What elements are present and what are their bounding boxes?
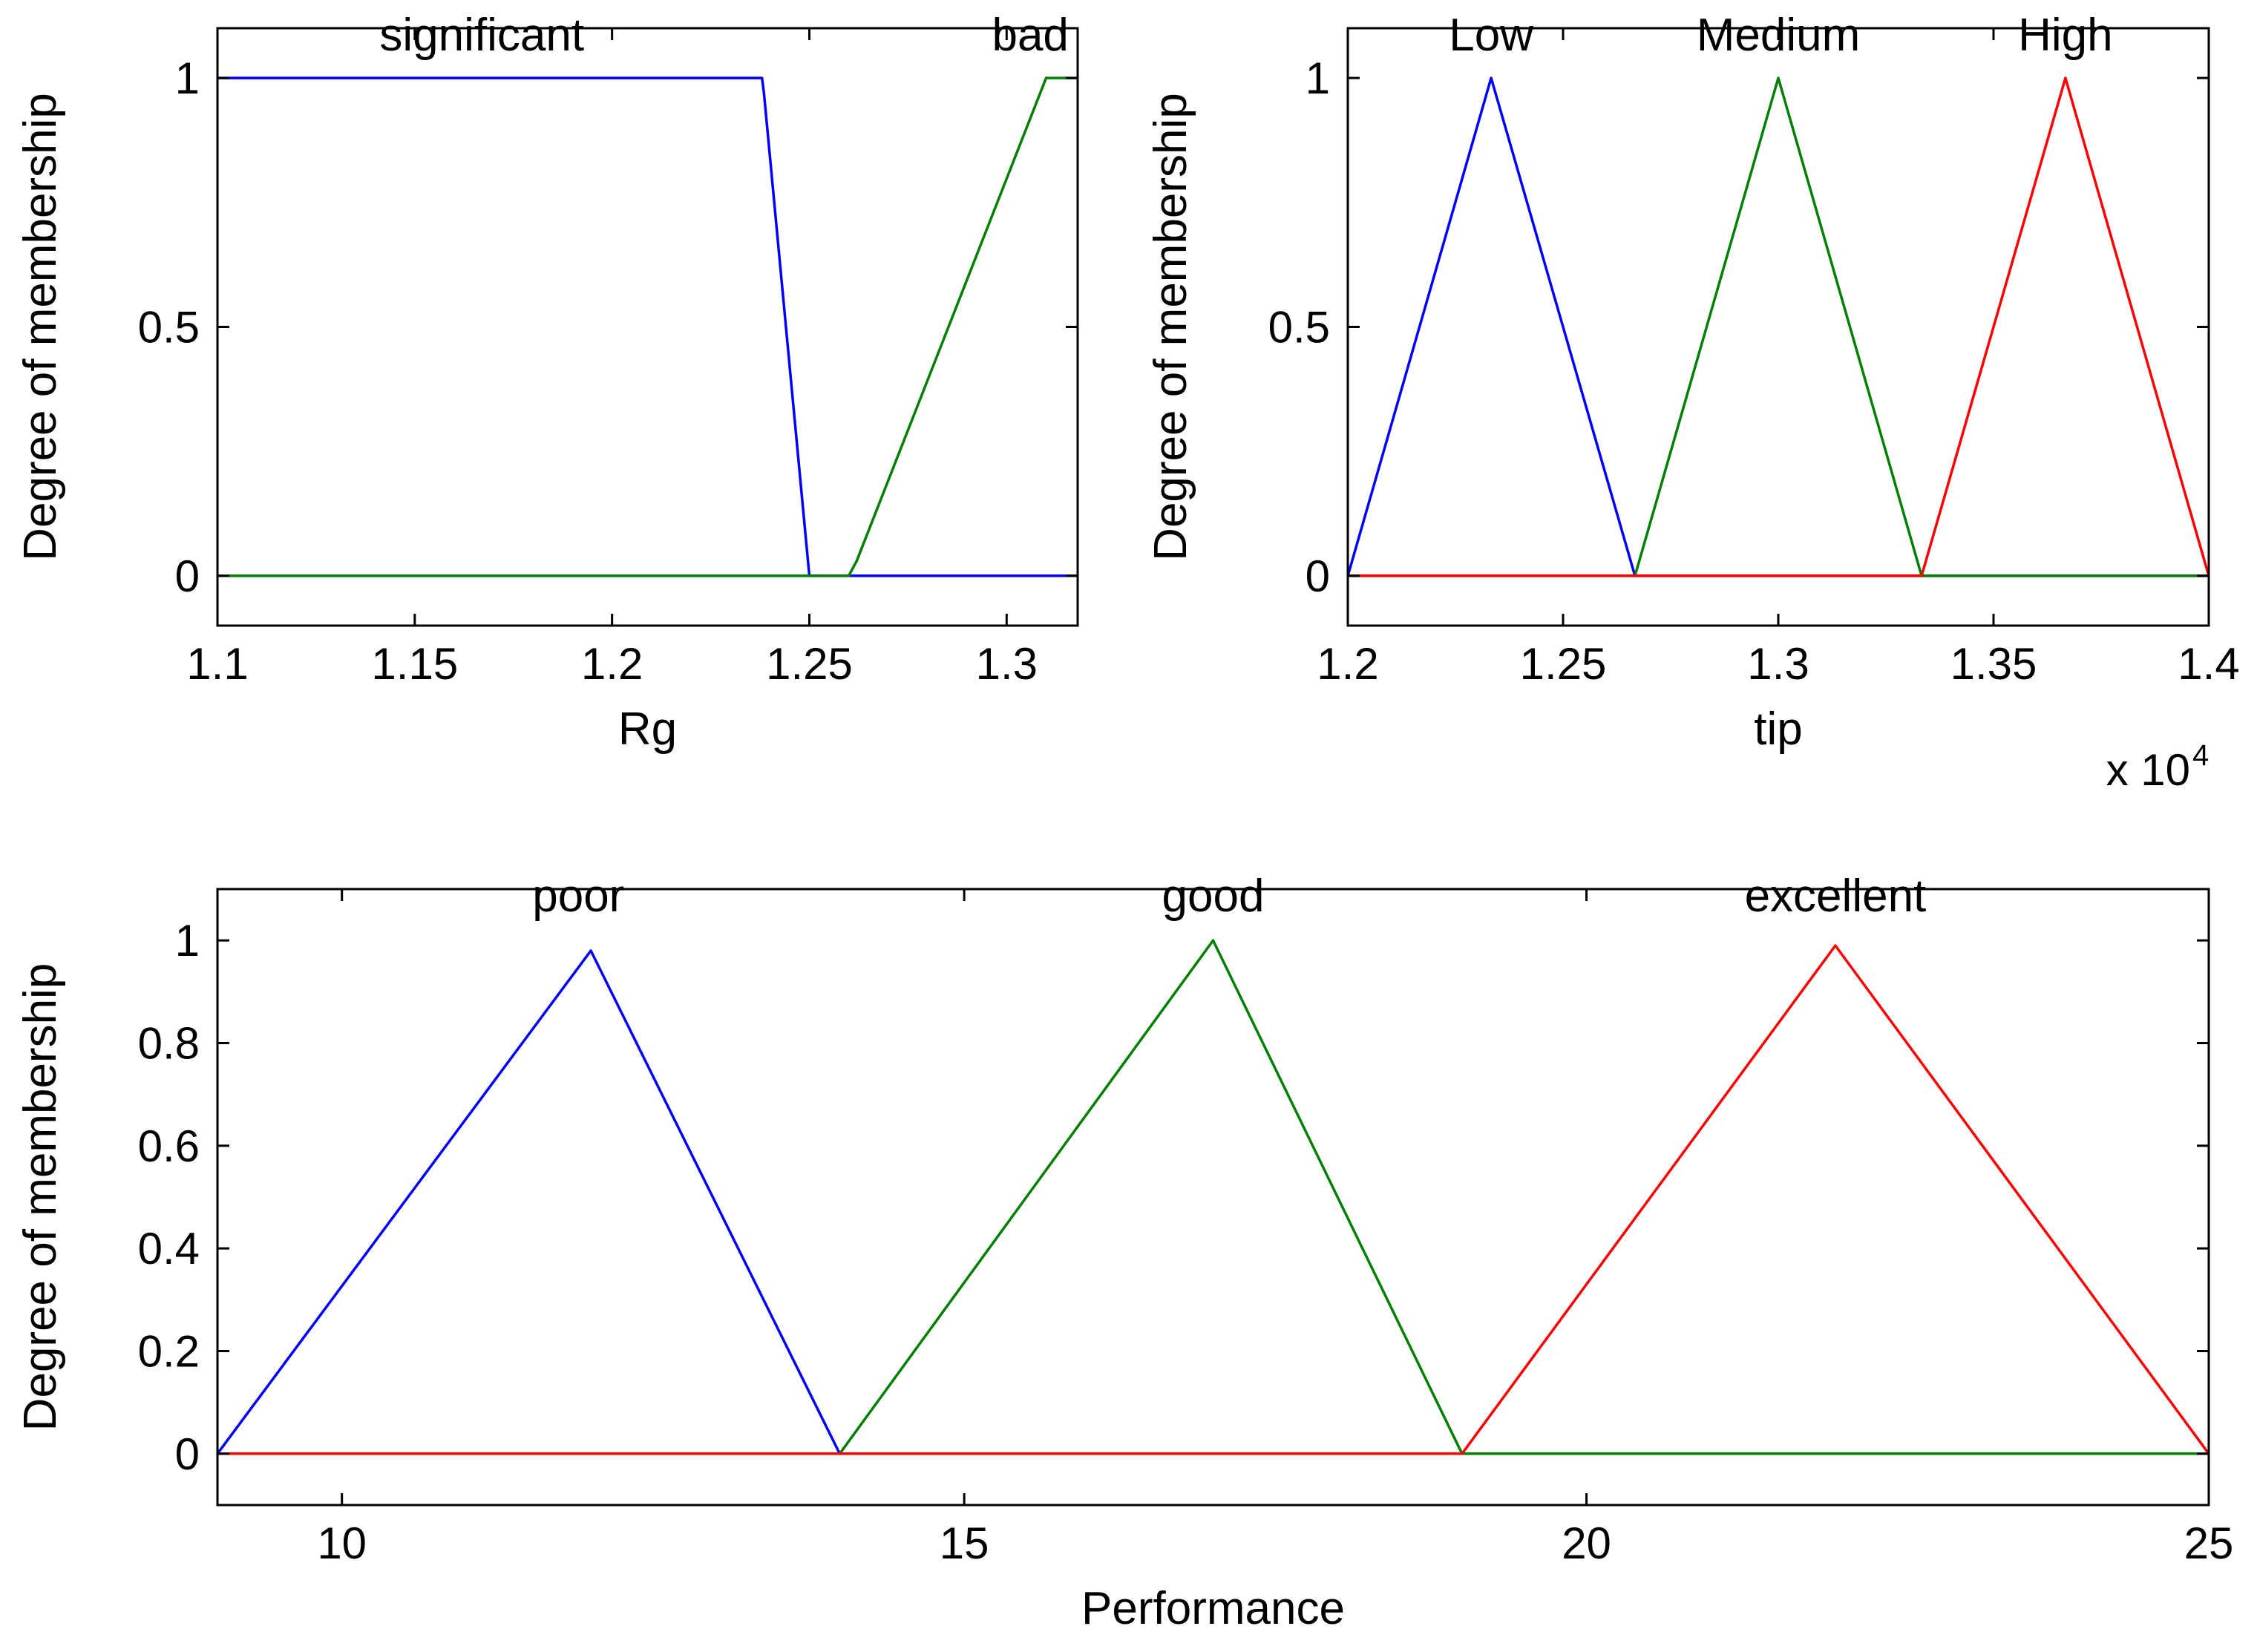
x-tick-label: 1.15 (371, 639, 458, 689)
x-axis-label: tip (1754, 704, 1802, 755)
series-line-bad (217, 76, 1078, 577)
mf-label-excellent: excellent (1745, 871, 1927, 922)
x-tick-label: 1.1 (186, 639, 248, 689)
x-axis-label: Rg (618, 704, 677, 755)
y-axis-label: Degree of membership (15, 963, 66, 1432)
x-tick-label: 10 (317, 1518, 367, 1568)
x-tick-label: 1.25 (766, 639, 853, 689)
mf-label-high: High (2018, 10, 2113, 61)
mf-label-significant: significant (379, 10, 584, 61)
y-tick-label: 0.8 (138, 1019, 200, 1069)
x-tick-label: 1.35 (1950, 639, 2037, 689)
y-tick-label: 0.6 (138, 1121, 200, 1171)
series-line-good (217, 939, 2209, 1455)
y-tick-label: 0.5 (1268, 303, 1330, 353)
mf-label-good: good (1162, 871, 1265, 922)
y-tick-label: 0 (175, 551, 200, 601)
x-tick-label: 1.4 (2178, 639, 2239, 689)
x-exponent-label: x 10 (2106, 745, 2190, 795)
y-tick-label: 0.5 (138, 303, 200, 353)
series-line-medium (1348, 76, 2209, 577)
mf-label-poor: poor (532, 871, 624, 922)
series-line-high (1348, 76, 2210, 577)
mf-label-low: Low (1449, 10, 1533, 61)
y-tick-label: 0 (175, 1429, 200, 1479)
series-line-poor (216, 949, 2209, 1455)
y-tick-label: 0.4 (138, 1224, 200, 1274)
plot-top-left: 1.1 1.15 1.2 1.25 1.3 0 0.5 1 Rg Degree of member… (15, 10, 1079, 755)
plot-bottom: 10 15 20 25 0 0.2 0.4 0.6 0.8 1 Performance Degree … (15, 871, 2233, 1634)
series-line-low (1346, 76, 2209, 577)
y-tick-label: 1 (175, 53, 200, 103)
y-tick-label: 1 (175, 916, 200, 966)
x-tick-label: 15 (940, 1518, 989, 1568)
x-tick-label: 1.3 (976, 639, 1038, 689)
x-tick-label: 20 (1562, 1518, 1611, 1568)
x-tick-label: 1.2 (581, 639, 643, 689)
y-tick-label: 1 (1306, 53, 1330, 103)
x-tick-label: 1.2 (1317, 639, 1378, 689)
x-tick-label: 1.3 (1747, 639, 1809, 689)
x-exponent-power: 4 (2192, 739, 2209, 772)
axes-frame (216, 888, 2210, 1507)
x-tick-label: 25 (2184, 1518, 2234, 1568)
mf-label-bad: bad (992, 10, 1068, 61)
y-axis-label: Degree of membership (1145, 93, 1196, 561)
mf-label-medium: Medium (1697, 10, 1861, 61)
y-tick-label: 0.2 (138, 1327, 200, 1377)
axes-frame (1346, 27, 2210, 627)
x-axis-label: Performance (1081, 1583, 1345, 1634)
y-tick-label: 0 (1306, 551, 1330, 601)
plot-top-right: 1.2 1.25 1.3 1.35 1.4 0 0.5 1 tip Degree of membe… (1145, 10, 2240, 795)
series-line-excellent (217, 944, 2210, 1455)
x-tick-label: 1.25 (1520, 639, 1607, 689)
series-line-significant (217, 76, 1078, 577)
y-axis-label: Degree of membership (15, 93, 66, 561)
